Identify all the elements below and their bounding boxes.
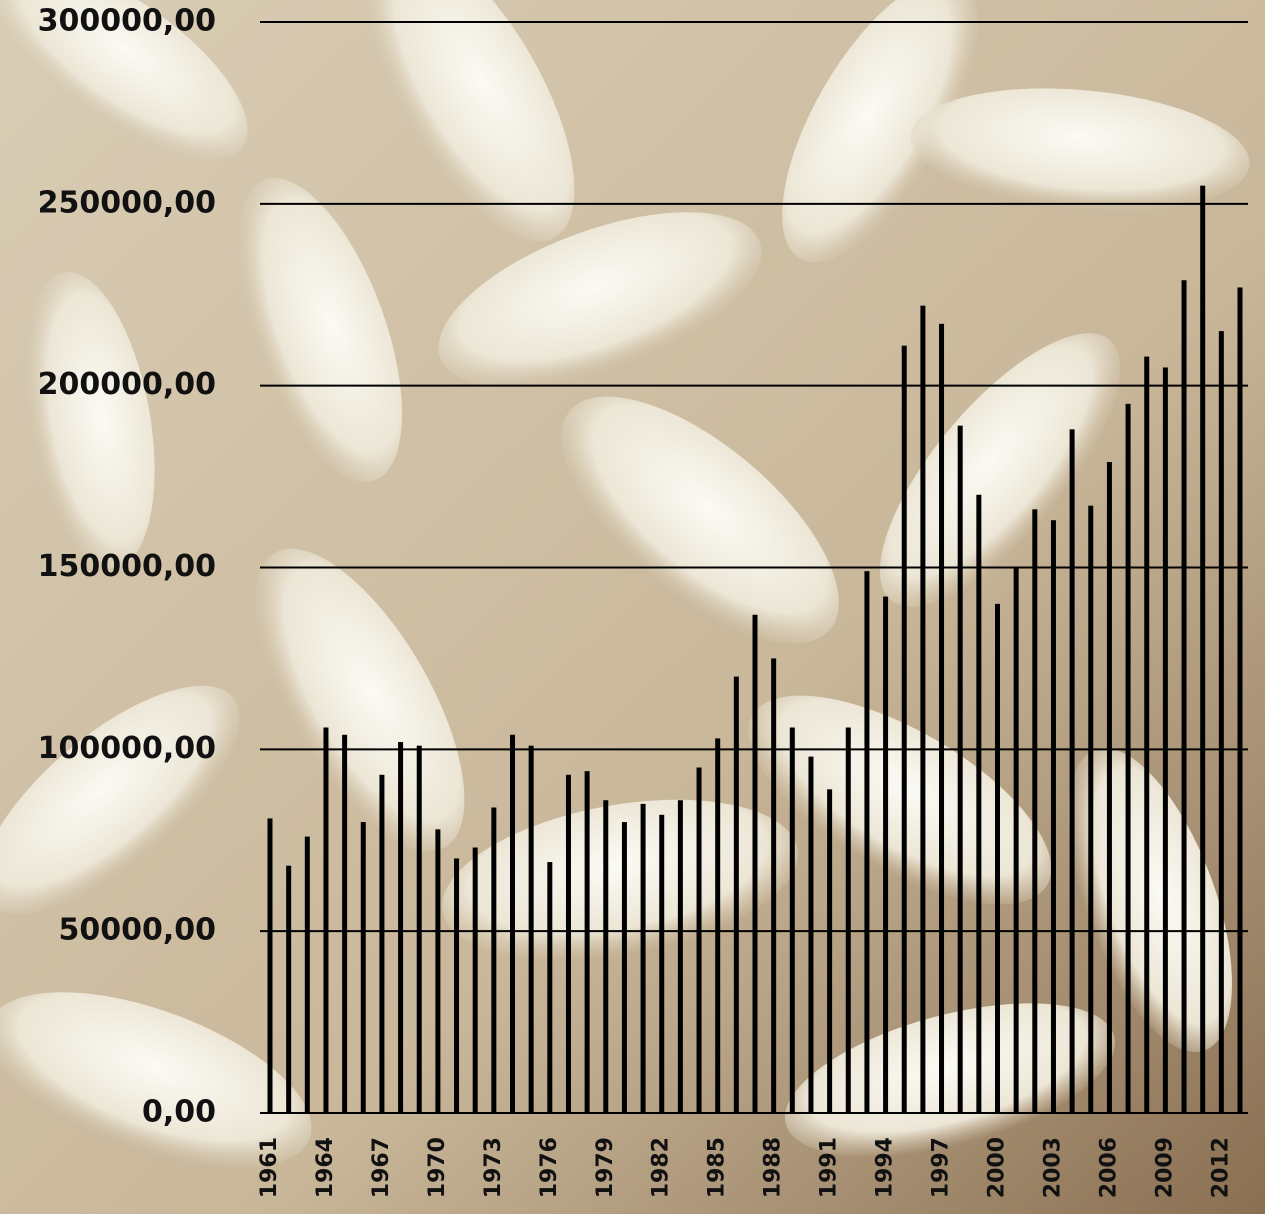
x-tick-label: 1964 <box>313 1137 338 1198</box>
bar <box>435 829 440 1113</box>
bar <box>976 495 981 1113</box>
bar <box>379 775 384 1113</box>
bar <box>734 677 739 1113</box>
x-tick-label: 2012 <box>1208 1137 1233 1198</box>
bar <box>585 771 590 1113</box>
page: {"chart_data": {"type": "bar", "categori… <box>0 0 1265 1214</box>
chart: 0,00 50000,00 100000,00 150000,00 200000,00 2… <box>0 0 1265 1214</box>
x-tick-label: 1991 <box>817 1137 842 1198</box>
bar <box>1070 429 1075 1113</box>
x-tick-label: 2006 <box>1096 1137 1121 1198</box>
bar <box>1238 287 1243 1113</box>
bar <box>1163 367 1168 1113</box>
bar <box>1014 568 1019 1114</box>
bar <box>808 757 813 1113</box>
background <box>0 0 1265 1214</box>
bar <box>417 746 422 1113</box>
bar <box>547 862 552 1113</box>
bar <box>1107 462 1112 1113</box>
bar <box>342 735 347 1113</box>
bar <box>827 789 832 1113</box>
bar <box>1088 506 1093 1113</box>
bar <box>958 426 963 1113</box>
x-tick-label: 1961 <box>257 1137 282 1198</box>
x-tick-label: 1970 <box>425 1137 450 1198</box>
bar <box>864 571 869 1113</box>
x-tick-label: 1973 <box>481 1137 506 1198</box>
x-tick-label: 1997 <box>929 1137 954 1198</box>
y-tick-label: 0,00 <box>142 1095 216 1130</box>
bar <box>1219 331 1224 1113</box>
bar <box>268 818 273 1113</box>
bar <box>566 775 571 1113</box>
bar <box>883 597 888 1113</box>
bar <box>939 324 944 1113</box>
x-tick-label: 1994 <box>873 1137 898 1198</box>
y-tick-label: 250000,00 <box>38 185 216 220</box>
bar <box>920 306 925 1113</box>
bar <box>454 858 459 1113</box>
bar <box>995 604 1000 1113</box>
bar <box>305 837 310 1113</box>
bar <box>361 822 366 1113</box>
y-tick-label: 150000,00 <box>38 549 216 584</box>
bar <box>715 738 720 1113</box>
bar <box>323 728 328 1113</box>
bar <box>1051 520 1056 1113</box>
bar <box>1144 357 1149 1113</box>
bar <box>771 658 776 1113</box>
bar <box>659 815 664 1113</box>
y-tick-label: 200000,00 <box>38 367 216 402</box>
bar <box>678 800 683 1113</box>
x-tick-label: 1976 <box>537 1137 562 1198</box>
x-tick-label: 1985 <box>705 1137 730 1198</box>
x-tick-label: 2003 <box>1040 1137 1065 1198</box>
bar <box>510 735 515 1113</box>
bar <box>1126 404 1131 1113</box>
bar <box>398 742 403 1113</box>
bar <box>473 848 478 1113</box>
y-tick-label: 100000,00 <box>38 731 216 766</box>
y-tick-label: 50000,00 <box>58 913 216 948</box>
bar <box>1182 280 1187 1113</box>
x-tick-label: 1982 <box>649 1137 674 1198</box>
bar <box>1032 509 1037 1113</box>
bar <box>753 615 758 1113</box>
bar <box>902 346 907 1113</box>
bar <box>790 728 795 1113</box>
bar <box>286 866 291 1113</box>
bar <box>491 808 496 1113</box>
bar <box>846 728 851 1113</box>
x-tick-label: 2009 <box>1152 1137 1177 1198</box>
x-tick-label: 2000 <box>985 1137 1010 1198</box>
bar <box>641 804 646 1113</box>
bar <box>697 768 702 1113</box>
x-tick-label: 1979 <box>593 1137 618 1198</box>
bar <box>529 746 534 1113</box>
bar <box>622 822 627 1113</box>
y-tick-label: 300000,00 <box>38 4 216 39</box>
x-tick-label: 1988 <box>761 1137 786 1198</box>
bar <box>603 800 608 1113</box>
x-tick-label: 1967 <box>369 1137 394 1198</box>
bar <box>1200 186 1205 1113</box>
